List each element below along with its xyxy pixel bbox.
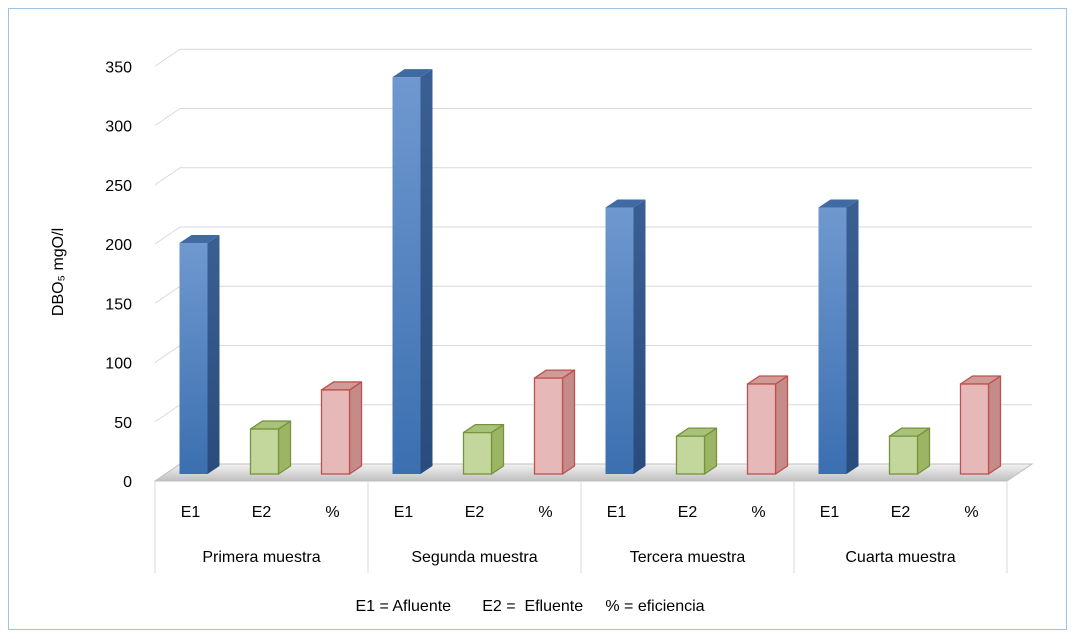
bar-pct-3 (746, 375, 789, 475)
bar-pct-3-side (774, 375, 789, 475)
bar-e2-2-front (462, 431, 493, 475)
gridline-diag (154, 404, 181, 423)
bar-e1-3-side (633, 199, 646, 474)
bar-e1-1-top (179, 235, 220, 243)
group-label: Segunda muestra (411, 549, 537, 566)
chart-floor (153, 463, 1034, 482)
bar-pct-1-front (320, 389, 351, 475)
gridline-diag (154, 167, 181, 186)
y-tick-label: 50 (114, 415, 132, 432)
x-tick-label: % (751, 504, 765, 521)
bar-e2-1-front (249, 428, 280, 475)
group-label: Cuarta muestra (845, 549, 955, 566)
bar-e1-1-side (207, 235, 220, 474)
bar-pct-3-front (746, 383, 777, 475)
x-tick-label: E1 (820, 504, 840, 521)
bar-e1-2-top (392, 69, 433, 78)
bar-pct-4-front (959, 383, 990, 475)
group-label: Primera muestra (202, 549, 320, 566)
bar-e2-4 (888, 427, 931, 475)
bar-e1-2 (392, 69, 433, 474)
bar-e1-4-side (846, 199, 859, 474)
y-axis-label: DBO₅ mgO/l (50, 228, 67, 316)
bar-e1-1 (179, 235, 220, 474)
bar-e2-3-front (675, 435, 706, 475)
bar-e1-2-front (392, 77, 421, 474)
bar-e1-4-top (818, 199, 859, 208)
bar-e1-3-front (605, 207, 634, 474)
x-tick-label: E2 (891, 504, 911, 521)
gridline-diag (154, 226, 181, 245)
x-tick-label: E2 (252, 504, 272, 521)
bar-pct-4 (959, 375, 1002, 475)
bar-e2-3 (675, 427, 718, 475)
bar-pct-1 (320, 381, 363, 475)
bar-pct-2-side (561, 369, 576, 475)
bar-e1-2-side (420, 69, 433, 474)
bar-e2-1 (249, 420, 292, 475)
y-tick-label: 100 (105, 356, 132, 373)
bar-e1-1-front (179, 243, 208, 474)
bar-e1-4-front (818, 207, 847, 474)
x-tick-label: E2 (678, 504, 698, 521)
y-tick-label: 0 (123, 474, 132, 491)
x-tick-label: E1 (394, 504, 414, 521)
bar-pct-2 (533, 369, 576, 475)
y-tick-label: 150 (105, 296, 132, 313)
gridline-diag (154, 48, 181, 67)
legend-text: E1 = Afluente E2 = Efluente % = eficienc… (355, 598, 704, 615)
y-tick-label: 300 (105, 119, 132, 136)
bar-e1-4 (818, 199, 859, 474)
bar-e1-3 (605, 199, 646, 474)
bar-e1-3-top (605, 199, 646, 208)
y-tick-label: 350 (105, 59, 132, 76)
y-tick-label: 200 (105, 237, 132, 254)
bar-pct-1-side (348, 381, 363, 475)
bar-pct-2-front (533, 377, 564, 475)
x-tick-label: E1 (181, 504, 201, 521)
x-tick-label: % (964, 504, 978, 521)
x-tick-label: % (538, 504, 552, 521)
x-tick-label: E2 (465, 504, 485, 521)
gridline-diag (154, 345, 181, 363)
x-tick-label: % (325, 504, 339, 521)
bar-e2-2 (462, 423, 505, 475)
group-label: Tercera muestra (630, 549, 746, 566)
y-tick-label: 250 (105, 178, 132, 195)
gridline-diag (154, 108, 181, 126)
x-tick-label: E1 (607, 504, 627, 521)
bar-e2-1-side (277, 420, 292, 475)
bar-e2-4-front (888, 435, 919, 475)
gridline-diag (154, 285, 181, 304)
bar-pct-4-side (987, 375, 1002, 475)
